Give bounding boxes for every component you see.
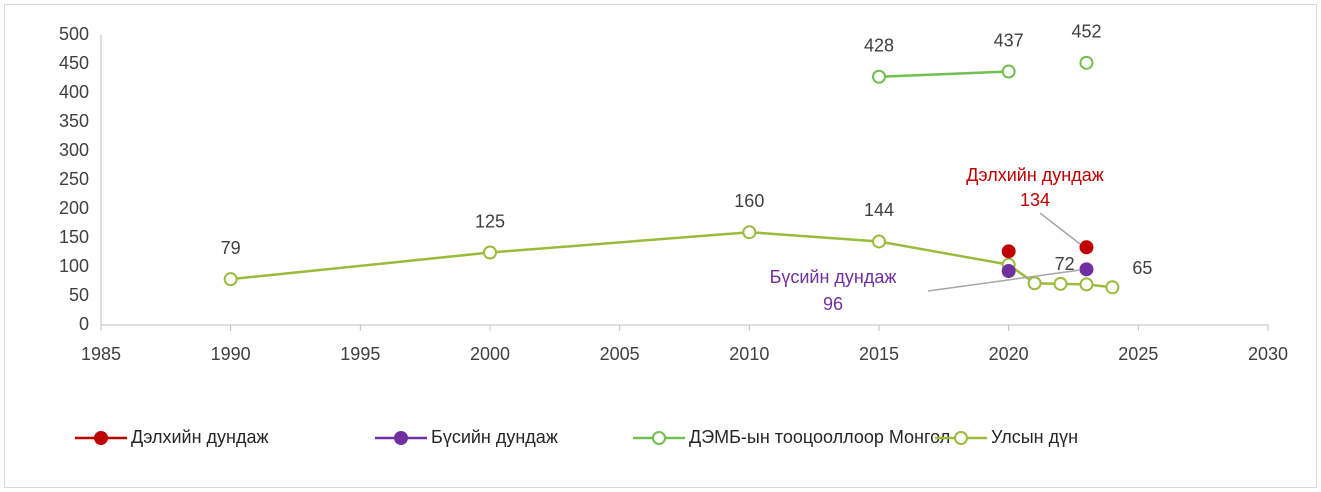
data-point [1001, 264, 1016, 279]
data-point [1053, 276, 1068, 291]
data-point [1079, 55, 1094, 70]
data-point [223, 272, 238, 287]
legend-label: Дэлхийн дундаж [131, 427, 269, 447]
data-point [1001, 244, 1016, 259]
legend-marker [94, 431, 108, 445]
data-point [872, 69, 886, 84]
y-tick-label: 150 [59, 227, 89, 247]
legend-item: ДЭМБ-ын тооцооллоор Монгол [633, 427, 950, 447]
y-tick-label: 0 [79, 314, 89, 334]
annotation: Дэлхийн дундаж [966, 165, 1104, 185]
legend-item: Бүсийн дундаж [375, 427, 558, 447]
data-point [483, 245, 497, 260]
y-tick-label: 500 [59, 24, 89, 44]
x-tick-label: 2025 [1118, 344, 1158, 364]
data-label: 96 [823, 294, 843, 314]
y-tick-label: 400 [59, 82, 89, 102]
data-label: 125 [475, 211, 505, 231]
leader-line [1039, 212, 1081, 245]
data-label: 65 [1132, 258, 1152, 278]
x-tick-label: 2010 [729, 344, 769, 364]
y-tick-label: 300 [59, 140, 89, 160]
y-tick-label: 250 [59, 169, 89, 189]
series-line [878, 70, 1009, 79]
x-tick-label: 2000 [470, 344, 510, 364]
y-tick-label: 200 [59, 198, 89, 218]
legend-label: Улсын дүн [991, 427, 1078, 447]
data-label: 452 [1071, 22, 1101, 42]
data-point [1001, 64, 1016, 79]
data-label: 428 [864, 36, 894, 56]
x-tick-label: 2030 [1248, 344, 1288, 364]
x-tick-label: 2005 [600, 344, 640, 364]
legend-item: Дэлхийн дундаж [75, 427, 269, 447]
data-point [1027, 276, 1042, 291]
data-point [872, 234, 886, 249]
x-tick-label: 1995 [340, 344, 380, 364]
x-tick-label: 2015 [859, 344, 899, 364]
legend-marker [394, 431, 408, 445]
chart-frame [4, 4, 1317, 488]
data-label: 437 [994, 30, 1024, 50]
data-label: 134 [1020, 190, 1050, 210]
annotation: Бүсийн дундаж [770, 267, 897, 287]
data-point [742, 225, 757, 240]
data-label: 144 [864, 200, 894, 220]
legend-item: Улсын дүн [935, 427, 1078, 447]
data-label: 72 [1055, 254, 1075, 274]
data-label: 160 [734, 191, 764, 211]
y-tick-label: 100 [59, 256, 89, 276]
data-point [1079, 262, 1094, 277]
data-label: 79 [221, 238, 241, 258]
legend-label: ДЭМБ-ын тооцооллоор Монгол [689, 427, 950, 447]
data-point [1079, 240, 1094, 255]
x-tick-label: 1985 [81, 344, 121, 364]
legend-label: Бүсийн дундаж [431, 427, 558, 447]
y-tick-label: 350 [59, 111, 89, 131]
leader-line [927, 269, 1081, 292]
y-tick-label: 450 [59, 53, 89, 73]
data-point [1079, 277, 1094, 292]
legend-marker [652, 431, 666, 445]
x-tick-label: 2020 [989, 344, 1029, 364]
y-tick-label: 50 [69, 285, 89, 305]
data-point [1105, 280, 1120, 295]
x-tick-label: 1990 [211, 344, 251, 364]
legend-marker [954, 431, 968, 445]
